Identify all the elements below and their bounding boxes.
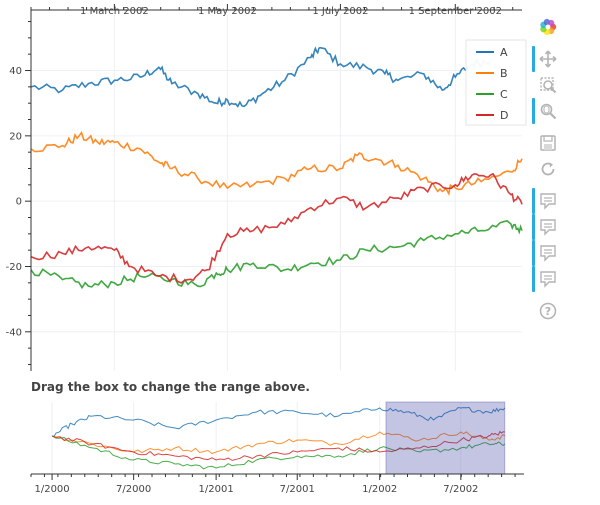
hover-icon — [540, 193, 556, 210]
hover-tool-button[interactable] — [530, 214, 564, 240]
hover-tool-button[interactable] — [530, 188, 564, 214]
reset-tool-button[interactable] — [530, 156, 564, 182]
x-tick-label: 1 May 2002 — [198, 6, 257, 17]
svg-text:?: ? — [545, 305, 551, 318]
toolbar: ? — [530, 14, 564, 334]
help-tool-button[interactable]: ? — [530, 298, 564, 324]
bokeh-logo-icon — [540, 18, 557, 36]
legend-box — [465, 39, 527, 126]
pan-tool-button[interactable] — [530, 46, 564, 72]
box-zoom-tool-button[interactable] — [530, 72, 564, 98]
wheel-zoom-tool-button[interactable] — [530, 98, 564, 124]
main-axes: -40 -20 0 20 40 1 March 2002 1 May 2002 1 July … — [6, 4, 522, 371]
pan-icon — [539, 50, 557, 68]
legend-label-b: B — [500, 67, 508, 80]
range-series-line-c — [51, 435, 506, 470]
series-line-d — [30, 172, 523, 284]
help-icon: ? — [539, 302, 557, 320]
active-tool-indicator — [532, 240, 535, 266]
save-icon — [540, 135, 556, 151]
range-x-tick-label: 7/2000 — [116, 484, 151, 495]
y-tick-label: 40 — [9, 66, 22, 77]
range-x-tick-label: 1/2000 — [34, 484, 69, 495]
reset-icon — [541, 162, 555, 176]
hover-icon — [540, 245, 556, 262]
x-tick-label: 1 September 2002 — [409, 6, 502, 17]
hover-tool-button[interactable] — [530, 240, 564, 266]
wheel-zoom-icon — [540, 103, 557, 120]
y-tick-label: 0 — [16, 197, 22, 208]
legend-label-d: D — [500, 109, 508, 122]
range-chart-svg[interactable]: 1/2000 7/2000 1/2001 7/2001 1/2002 7/2002 — [0, 396, 530, 501]
hover-tool-button[interactable] — [530, 266, 564, 292]
main-chart-svg[interactable]: -40 -20 0 20 40 1 March 2002 1 May 2002 1 July … — [0, 0, 530, 380]
range-grid — [51, 402, 462, 474]
series-line-a — [30, 46, 492, 108]
main-series-lines — [30, 46, 523, 290]
active-tool-indicator — [532, 98, 535, 124]
box-zoom-icon — [540, 77, 557, 94]
active-tool-indicator — [532, 266, 535, 292]
x-tick-label: 1 March 2002 — [80, 6, 149, 17]
legend-label-a: A — [500, 46, 508, 59]
range-series-line-a — [52, 406, 506, 437]
range-box-group[interactable] — [385, 401, 506, 475]
x-tick-label: 1 July 2002 — [312, 6, 368, 17]
active-tool-indicator — [532, 46, 535, 72]
range-axes: 1/2000 7/2000 1/2001 7/2001 1/2002 7/2002 — [30, 473, 524, 495]
save-tool-button[interactable] — [530, 130, 564, 156]
range-series-lines — [51, 406, 506, 470]
range-x-tick-label: 7/2002 — [443, 484, 478, 495]
active-tool-indicator — [532, 214, 535, 240]
y-tick-label: 20 — [9, 131, 22, 142]
legend-label-c: C — [500, 88, 508, 101]
range-selection-box[interactable] — [385, 401, 506, 475]
y-tick-label: -20 — [6, 262, 22, 273]
range-series-line-d — [51, 430, 505, 461]
range-x-tick-label: 1/2002 — [362, 484, 397, 495]
active-tool-indicator — [532, 188, 535, 214]
main-line-chart[interactable]: -40 -20 0 20 40 1 March 2002 1 May 2002 1 July … — [0, 0, 530, 380]
hover-icon — [540, 219, 556, 236]
range-x-tick-label: 1/2001 — [199, 484, 234, 495]
range-x-tick-label: 7/2001 — [280, 484, 315, 495]
range-selector-chart[interactable]: 1/2000 7/2000 1/2001 7/2001 1/2002 7/2002 — [0, 396, 530, 501]
series-line-b — [30, 130, 523, 196]
hover-icon — [540, 271, 556, 288]
range-tool-title: Drag the box to change the range above. — [31, 380, 310, 394]
bokeh-logo-tool-button[interactable] — [530, 14, 564, 40]
y-tick-label: -40 — [6, 327, 22, 338]
series-line-c — [30, 220, 523, 290]
